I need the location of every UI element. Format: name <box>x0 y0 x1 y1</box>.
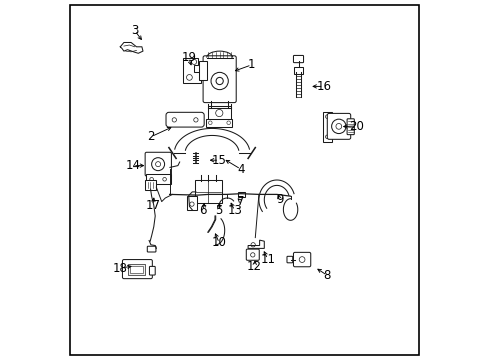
FancyBboxPatch shape <box>195 180 222 203</box>
FancyBboxPatch shape <box>145 174 170 184</box>
FancyBboxPatch shape <box>346 119 354 135</box>
FancyBboxPatch shape <box>322 112 331 142</box>
FancyBboxPatch shape <box>166 112 204 127</box>
FancyBboxPatch shape <box>149 266 155 275</box>
FancyBboxPatch shape <box>246 249 259 260</box>
FancyBboxPatch shape <box>293 252 310 267</box>
FancyBboxPatch shape <box>187 196 196 210</box>
Text: 6: 6 <box>199 204 206 217</box>
FancyBboxPatch shape <box>203 56 236 103</box>
FancyBboxPatch shape <box>237 192 244 197</box>
Text: 15: 15 <box>211 154 226 167</box>
FancyBboxPatch shape <box>326 113 350 139</box>
Text: 1: 1 <box>247 58 255 71</box>
FancyBboxPatch shape <box>122 260 152 279</box>
FancyBboxPatch shape <box>293 67 303 74</box>
Text: 3: 3 <box>131 24 138 37</box>
Text: 13: 13 <box>227 204 242 217</box>
Text: 5: 5 <box>215 204 223 217</box>
Text: 2: 2 <box>147 130 154 143</box>
FancyBboxPatch shape <box>144 180 156 190</box>
FancyBboxPatch shape <box>207 106 230 120</box>
Text: 18: 18 <box>113 262 127 275</box>
FancyBboxPatch shape <box>130 266 142 273</box>
Text: 16: 16 <box>316 80 330 93</box>
Text: 10: 10 <box>211 237 226 249</box>
FancyBboxPatch shape <box>199 61 206 80</box>
Text: 14: 14 <box>125 159 140 172</box>
Text: 7: 7 <box>237 195 244 208</box>
Text: 4: 4 <box>237 163 244 176</box>
FancyBboxPatch shape <box>127 264 144 275</box>
FancyBboxPatch shape <box>145 152 171 176</box>
Text: 8: 8 <box>323 269 330 282</box>
FancyBboxPatch shape <box>286 256 292 263</box>
Text: 12: 12 <box>246 260 262 273</box>
FancyBboxPatch shape <box>147 246 156 252</box>
Text: 19: 19 <box>181 51 196 64</box>
Text: 17: 17 <box>145 199 160 212</box>
Text: 20: 20 <box>348 120 363 132</box>
FancyBboxPatch shape <box>293 55 303 63</box>
Text: 9: 9 <box>275 193 283 206</box>
FancyBboxPatch shape <box>206 119 232 127</box>
Text: 11: 11 <box>260 253 275 266</box>
